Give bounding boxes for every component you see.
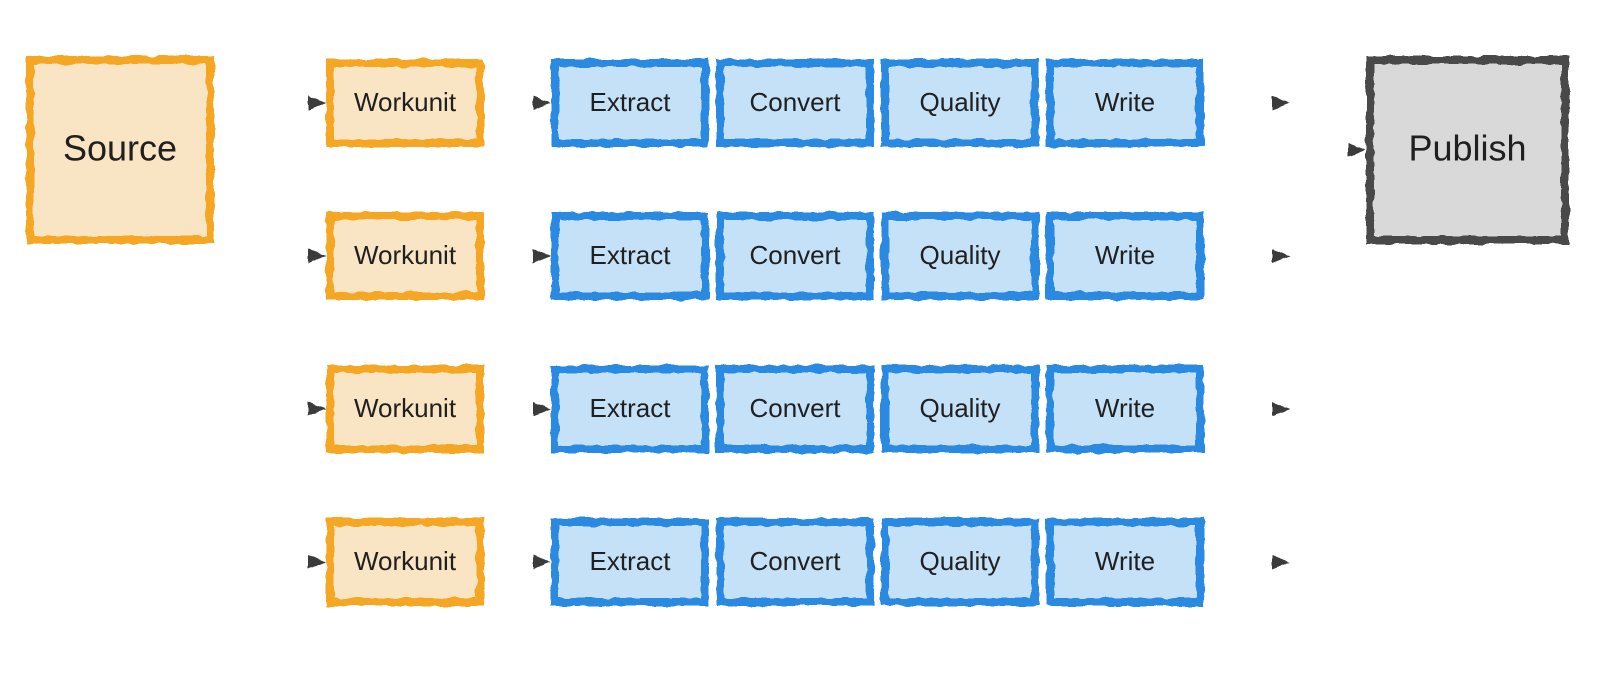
node-label-wr2: Write xyxy=(1095,393,1155,423)
node-label-ex1: Extract xyxy=(590,240,672,270)
node-label-wu1: Workunit xyxy=(354,240,457,270)
node-label-wr1: Write xyxy=(1095,240,1155,270)
node-label-publish: Publish xyxy=(1408,128,1526,169)
node-label-cv3: Convert xyxy=(749,546,841,576)
node-label-cv2: Convert xyxy=(749,393,841,423)
pipeline-diagram: Source Publish Workunit Extract Convert Quali… xyxy=(0,0,1616,690)
node-label-ql0: Quality xyxy=(920,87,1001,117)
node-label-cv0: Convert xyxy=(749,87,841,117)
node-label-ql1: Quality xyxy=(920,240,1001,270)
node-label-wr0: Write xyxy=(1095,87,1155,117)
node-label-wu3: Workunit xyxy=(354,546,457,576)
node-label-ql2: Quality xyxy=(920,393,1001,423)
node-label-ex2: Extract xyxy=(590,393,672,423)
node-label-ql3: Quality xyxy=(920,546,1001,576)
edges-layer xyxy=(214,96,1366,569)
labels-layer: Source Publish Workunit Extract Convert Quali… xyxy=(63,87,1527,576)
node-label-wr3: Write xyxy=(1095,546,1155,576)
node-label-wu2: Workunit xyxy=(354,393,457,423)
node-label-ex0: Extract xyxy=(590,87,672,117)
node-label-ex3: Extract xyxy=(590,546,672,576)
node-label-cv1: Convert xyxy=(749,240,841,270)
node-label-wu0: Workunit xyxy=(354,87,457,117)
node-label-source: Source xyxy=(63,128,177,169)
